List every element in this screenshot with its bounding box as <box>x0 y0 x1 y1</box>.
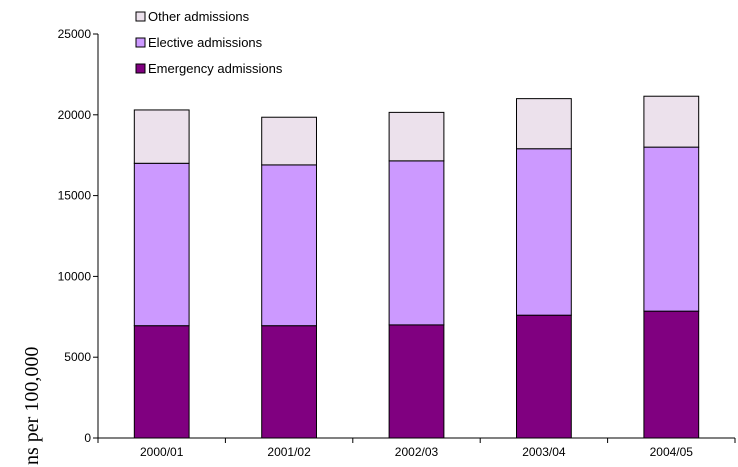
bar-segment-other-admissions <box>133 109 190 164</box>
bar-segment-emergency-admissions <box>516 314 572 439</box>
y-tick-label: 25000 <box>58 27 92 41</box>
legend-swatch <box>135 37 146 48</box>
legend-label: Elective admissions <box>148 35 263 50</box>
y-tick-label: 15000 <box>58 189 92 203</box>
legend-swatch <box>135 11 146 22</box>
x-tick-label: 2000/01 <box>140 445 184 459</box>
bar-segment-other-admissions <box>643 95 700 148</box>
y-axis-label: ns per 100,000 <box>21 347 43 465</box>
bar-segment-elective-admissions <box>133 162 190 327</box>
bar-segment-elective-admissions <box>261 164 317 327</box>
x-tick-label: 2001/02 <box>267 445 311 459</box>
y-tick-label: 0 <box>84 431 91 445</box>
bar-segment-elective-admissions <box>388 160 445 326</box>
bars-group <box>133 95 700 439</box>
bar-segment-other-admissions <box>516 98 572 150</box>
x-tick-label: 2002/03 <box>395 445 439 459</box>
bar-segment-emergency-admissions <box>133 325 190 439</box>
bar-segment-emergency-admissions <box>643 310 700 439</box>
y-tick-label: 5000 <box>64 350 91 364</box>
bar-segment-emergency-admissions <box>388 324 445 439</box>
legend-label: Other admissions <box>148 9 250 24</box>
y-tick-label: 20000 <box>58 108 92 122</box>
x-tick-label: 2004/05 <box>650 445 694 459</box>
legend: Other admissions Elective admissions Emerg… <box>135 9 283 76</box>
x-axis-ticks: 2000/01 2001/02 2002/03 2003/04 2004/05 <box>97 438 736 459</box>
bar-segment-other-admissions <box>261 116 317 166</box>
x-tick-label: 2003/04 <box>522 445 566 459</box>
legend-swatch <box>135 63 146 74</box>
y-tick-label: 10000 <box>58 269 92 283</box>
y-axis-ticks: 0 5000 10000 15000 20000 25000 <box>58 27 98 445</box>
bar-segment-elective-admissions <box>643 146 700 312</box>
axes-group <box>97 34 735 439</box>
legend-label: Emergency admissions <box>148 61 283 76</box>
bar-segment-emergency-admissions <box>261 325 317 439</box>
bar-segment-other-admissions <box>388 111 445 162</box>
bar-segment-elective-admissions <box>516 148 572 316</box>
